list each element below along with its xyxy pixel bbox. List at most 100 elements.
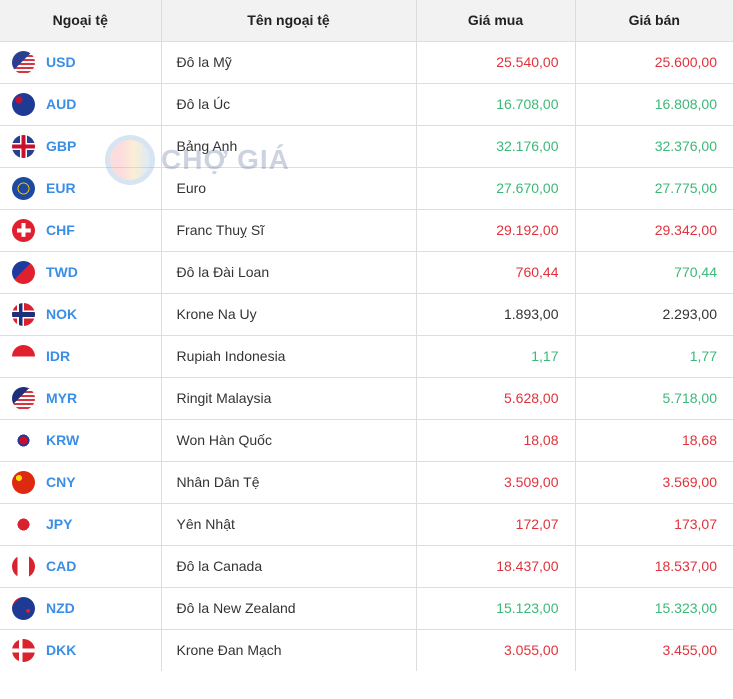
currency-code-cell: IDR xyxy=(0,334,162,377)
currency-code-link[interactable]: CAD xyxy=(46,558,77,574)
sell-price: 5.718,00 xyxy=(575,376,733,419)
kr-flag-icon xyxy=(12,428,35,452)
table-row: NZD Đô la New Zealand 15.123,00 15.323,0… xyxy=(0,586,733,629)
table-row: IDR Rupiah Indonesia 1,17 1,77 xyxy=(0,334,733,377)
my-flag-icon xyxy=(12,386,35,410)
ca-flag-icon xyxy=(12,554,35,578)
exchange-rate-table: Ngoại tệ Tên ngoại tệ Giá mua Giá bán US… xyxy=(0,0,733,671)
id-flag-icon xyxy=(12,344,35,368)
currency-code-cell: KRW xyxy=(0,418,162,461)
sell-price: 3.569,00 xyxy=(575,460,733,503)
currency-name: Rupiah Indonesia xyxy=(161,334,417,377)
currency-code-cell: TWD xyxy=(0,250,162,293)
gb-flag-icon xyxy=(12,134,35,158)
buy-price: 1,17 xyxy=(416,334,576,377)
currency-name: Krone Đan Mạch xyxy=(161,628,417,671)
currency-code-cell: USD xyxy=(0,40,162,83)
currency-code-cell: CHF xyxy=(0,208,162,251)
currency-code-link[interactable]: DKK xyxy=(46,642,77,659)
currency-code-link[interactable]: MYR xyxy=(46,390,78,406)
buy-price: 29.192,00 xyxy=(416,208,576,251)
table-row: USD Đô la Mỹ 25.540,00 25.600,00 xyxy=(0,40,733,83)
no-flag-icon xyxy=(12,302,35,326)
buy-price: 16.708,00 xyxy=(416,82,576,125)
currency-code-link[interactable]: CNY xyxy=(46,474,76,490)
ch-flag-icon xyxy=(12,218,35,242)
sell-price: 173,07 xyxy=(575,502,733,545)
currency-name: Bảng Anh xyxy=(161,124,417,167)
currency-code-cell: JPY xyxy=(0,502,162,545)
sell-price: 18.537,00 xyxy=(575,544,733,587)
sell-price: 770,44 xyxy=(575,250,733,293)
currency-code-link[interactable]: TWD xyxy=(46,264,78,280)
table-header: Ngoại tệ Tên ngoại tệ Giá mua Giá bán xyxy=(0,0,733,41)
currency-code-cell: NZD xyxy=(0,586,162,629)
us-flag-icon xyxy=(12,50,35,74)
currency-code-link[interactable]: JPY xyxy=(46,516,73,532)
jp-flag-icon xyxy=(12,512,35,536)
currency-name: Đô la Canada xyxy=(161,544,417,587)
sell-price: 29.342,00 xyxy=(575,208,733,251)
table-row: TWD Đô la Đài Loan 760,44 770,44 xyxy=(0,250,733,293)
tw-flag-icon xyxy=(12,260,35,284)
currency-code-cell: NOK xyxy=(0,292,162,335)
header-sell-price: Giá bán xyxy=(575,0,733,41)
currency-name: Euro xyxy=(161,166,417,209)
sell-price: 25.600,00 xyxy=(575,40,733,83)
table-row: CNY Nhân Dân Tệ 3.509,00 3.569,00 xyxy=(0,460,733,503)
currency-code-link[interactable]: GBP xyxy=(46,138,77,154)
currency-name: Won Hàn Quốc xyxy=(161,418,417,461)
table-row: EUR Euro 27.670,00 27.775,00 xyxy=(0,166,733,209)
buy-price: 18,08 xyxy=(416,418,576,461)
currency-code-link[interactable]: EUR xyxy=(46,180,76,196)
eu-flag-icon xyxy=(12,176,35,200)
currency-code-cell: DKK xyxy=(0,628,162,671)
currency-name: Krone Na Uy xyxy=(161,292,417,335)
sell-price: 16.808,00 xyxy=(575,82,733,125)
table-row: NOK Krone Na Uy 1.893,00 2.293,00 xyxy=(0,292,733,335)
currency-code-link[interactable]: CHF xyxy=(46,222,75,238)
buy-price: 32.176,00 xyxy=(416,124,576,167)
buy-price: 3.509,00 xyxy=(416,460,576,503)
sell-price: 27.775,00 xyxy=(575,166,733,209)
table-row: JPY Yên Nhật 172,07 173,07 xyxy=(0,502,733,545)
currency-code-cell: AUD xyxy=(0,82,162,125)
nz-flag-icon xyxy=(12,596,35,620)
buy-price: 18.437,00 xyxy=(416,544,576,587)
currency-code-cell: CAD xyxy=(0,544,162,587)
sell-price: 2.293,00 xyxy=(575,292,733,335)
currency-code-cell: MYR xyxy=(0,376,162,419)
buy-price: 3.055,00 xyxy=(416,628,576,671)
au-flag-icon xyxy=(12,92,35,116)
currency-code-link[interactable]: KRW xyxy=(46,432,80,448)
table-row: DKK Krone Đan Mạch 3.055,00 3.455,00 xyxy=(0,628,733,671)
currency-name: Đô la New Zealand xyxy=(161,586,417,629)
table-row: CAD Đô la Canada 18.437,00 18.537,00 xyxy=(0,544,733,587)
currency-code-cell: CNY xyxy=(0,460,162,503)
currency-name: Đô la Mỹ xyxy=(161,40,417,83)
table-row: KRW Won Hàn Quốc 18,08 18,68 xyxy=(0,418,733,461)
sell-price: 1,77 xyxy=(575,334,733,377)
currency-code-link[interactable]: NOK xyxy=(46,306,78,322)
buy-price: 1.893,00 xyxy=(416,292,576,335)
dk-flag-icon xyxy=(12,638,35,662)
table-row: GBP Bảng Anh 32.176,00 32.376,00 xyxy=(0,124,733,167)
currency-code-cell: EUR xyxy=(0,166,162,209)
currency-name: Franc Thuỵ Sĩ xyxy=(161,208,417,251)
buy-price: 27.670,00 xyxy=(416,166,576,209)
currency-code-link[interactable]: AUD xyxy=(46,96,77,112)
sell-price: 32.376,00 xyxy=(575,124,733,167)
buy-price: 172,07 xyxy=(416,502,576,545)
currency-code-link[interactable]: NZD xyxy=(46,600,75,616)
buy-price: 760,44 xyxy=(416,250,576,293)
buy-price: 25.540,00 xyxy=(416,40,576,83)
sell-price: 15.323,00 xyxy=(575,586,733,629)
currency-code-link[interactable]: USD xyxy=(46,54,76,70)
currency-name: Ringit Malaysia xyxy=(161,376,417,419)
currency-name: Yên Nhật xyxy=(161,502,417,545)
exchange-rate-widget: Ngoại tệ Tên ngoại tệ Giá mua Giá bán US… xyxy=(0,0,733,671)
currency-code-link[interactable]: IDR xyxy=(46,348,71,364)
buy-price: 15.123,00 xyxy=(416,586,576,629)
currency-name: Đô la Đài Loan xyxy=(161,250,417,293)
header-currency-code: Ngoại tệ xyxy=(0,0,162,41)
